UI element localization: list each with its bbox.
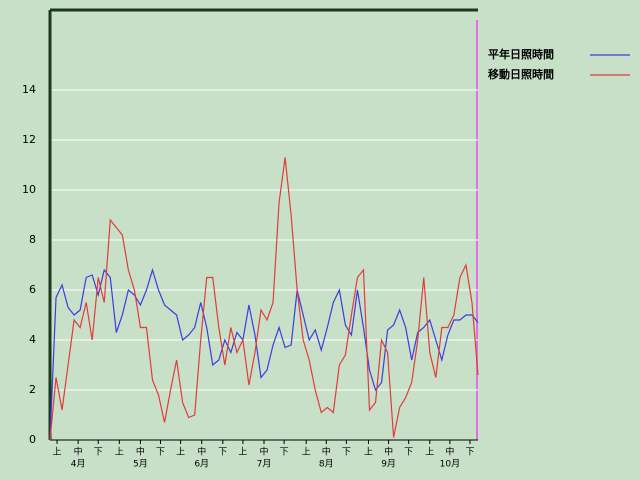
x-tick-label: 上: [176, 447, 185, 458]
x-tick-label: 上: [302, 447, 311, 458]
month-label: 4月: [71, 459, 86, 470]
x-tick-label: 中: [259, 446, 268, 458]
y-tick-label: 0: [29, 433, 36, 446]
y-tick-label: 12: [22, 133, 36, 146]
x-tick-label: 中: [384, 446, 393, 458]
month-label: 7月: [257, 459, 272, 470]
x-tick-label: 下: [218, 448, 227, 458]
x-tick-label: 下: [94, 448, 103, 458]
y-tick-label: 10: [22, 183, 36, 196]
x-tick-label: 中: [74, 446, 83, 458]
x-tick-label: 中: [136, 446, 145, 458]
y-tick-label: 6: [29, 283, 36, 296]
series-line: [49, 157, 479, 441]
x-tick-label: 下: [342, 448, 351, 458]
x-tick-label: 下: [404, 448, 413, 458]
month-label: 5月: [133, 459, 148, 470]
x-tick-label: 上: [364, 447, 373, 458]
x-tick-label: 中: [197, 446, 206, 458]
x-tick-label: 上: [53, 447, 62, 458]
x-tick-label: 中: [445, 446, 454, 458]
x-tick-label: 中: [322, 446, 331, 458]
month-label: 9月: [381, 459, 396, 470]
y-tick-label: 8: [29, 233, 36, 246]
x-tick-label: 上: [238, 447, 247, 458]
y-tick-label: 14: [22, 83, 36, 96]
y-tick-label: 2: [29, 383, 36, 396]
x-tick-label: 上: [115, 447, 124, 458]
month-label: 10月: [440, 459, 460, 470]
x-tick-label: 下: [465, 448, 474, 458]
y-tick-label: 4: [29, 333, 36, 346]
x-tick-label: 上: [425, 447, 434, 458]
x-tick-label: 下: [280, 448, 289, 458]
x-tick-label: 下: [156, 448, 165, 458]
legend-label: 移動日照時間: [488, 67, 554, 81]
series-line: [49, 267, 479, 441]
month-label: 6月: [194, 459, 209, 470]
legend-label: 平年日照時間: [488, 47, 554, 61]
month-label: 8月: [319, 459, 334, 470]
